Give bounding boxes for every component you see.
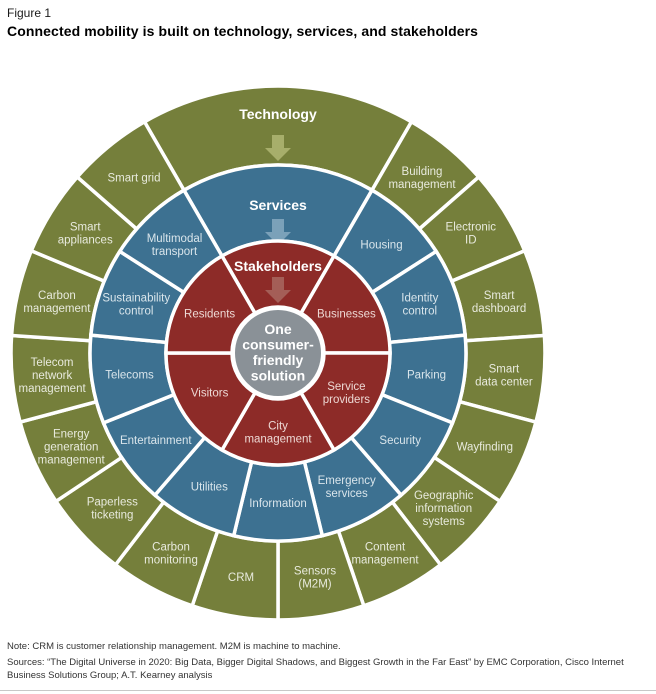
services-sector-label: Information [249,498,307,510]
services-sector-label: Telecoms [105,369,154,381]
services-sector-label: Utilities [191,481,228,493]
note-text: Note: CRM is customer relationship manag… [7,641,341,652]
technology-header-label: Technology [239,106,317,122]
services-sector-label: Emergency services [318,475,376,500]
stakeholders-header-label: Stakeholders [234,258,322,274]
services-down-arrow-icon [265,219,291,245]
stakeholders-sector-label: Residents [184,309,235,321]
services-sector-label: Entertainment [120,435,192,447]
bottom-divider [0,690,656,691]
technology-sector-label: Carbon monitoring [144,542,198,567]
services-sector-label: Housing [360,239,402,251]
stakeholders-sector-label: Service providers [323,381,371,406]
stakeholders-sector-label: City management [244,421,312,446]
sources-text: Sources: “The Digital Universe in 2020: … [7,657,624,681]
technology-sector-label: Carbon management [23,290,91,315]
services-sector-label: Sustainability control [102,292,170,317]
services-sector-label: Security [379,435,421,447]
services-header-label: Services [249,197,307,213]
technology-sector-label: Sensors (M2M) [294,566,336,591]
technology-sector-label: Smart grid [107,173,160,185]
hub-label-text: One consumer-friendly solution [242,321,314,384]
technology-sector-label: Energy generation management [38,429,106,467]
technology-sector-label: Content management [351,542,419,567]
technology-sector-label: Smart appliances [58,222,113,247]
figure-label: Figure 1 [7,6,52,20]
technology-sector-label: Paperless ticketing [87,497,138,522]
stakeholders-sector-label: Businesses [317,309,376,321]
technology-sector-label: Building management [388,166,456,191]
technology-down-arrow-icon [265,135,291,161]
technology-sector-label: Telecom network management [19,357,87,395]
stakeholders-sector-label: Visitors [191,388,229,400]
services-sector-label: Identity control [401,292,438,317]
technology-sector-label: Smart dashboard [472,290,526,315]
services-sector-label: Multimodal transport [147,233,203,258]
technology-sector-label: CRM [228,572,254,584]
stakeholders-down-arrow-icon [265,277,291,303]
hub-circle [231,306,325,400]
technology-sector-label: Wayfinding [457,442,513,454]
page-title: Connected mobility is built on technolog… [7,23,479,39]
technology-sector-label: Electronic ID [446,222,497,247]
services-sector-label: Parking [407,369,446,381]
technology-sector-label: Smart data center [475,364,533,389]
technology-sector-label: Geographic information systems [414,490,474,528]
